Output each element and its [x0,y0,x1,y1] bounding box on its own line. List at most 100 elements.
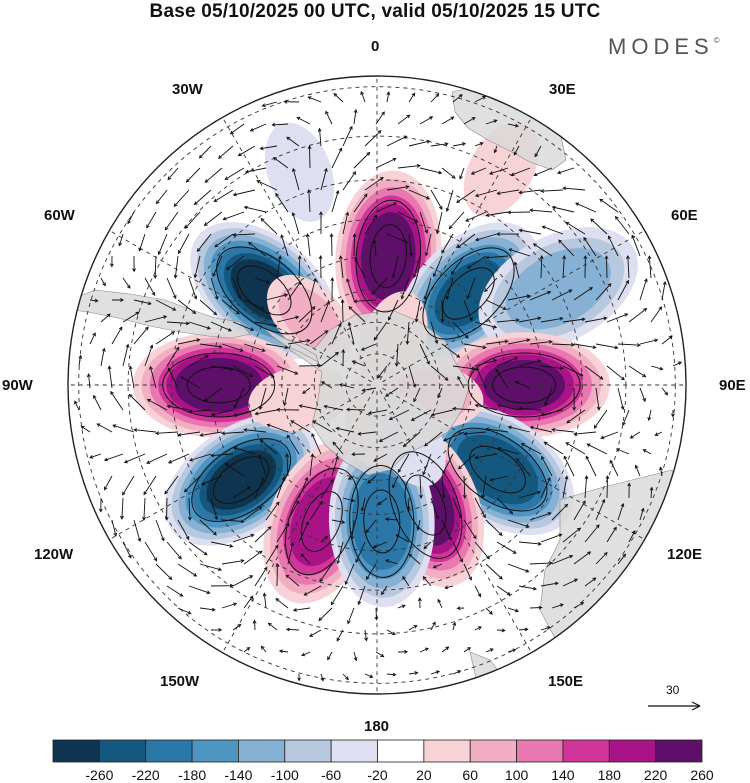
wind-arrow-head [540,412,545,417]
wind-arrow-head [466,295,470,300]
wind-arrow [437,387,443,398]
wind-arrow-head [588,287,593,291]
wind-arrow [496,541,517,554]
colorbar-tick-label: 100 [505,767,529,783]
colorbar-swatch [655,739,703,763]
wind-arrow-head [384,517,389,522]
wind-arrow [496,497,513,515]
wind-arrow [364,673,373,678]
wind-arrow [309,330,328,345]
wind-arrow [129,394,146,411]
wind-arrow [268,622,278,631]
wind-arrow [551,555,573,565]
wind-arrow [232,575,253,587]
lon-label-30w: 30W [172,81,203,98]
wind-arrow [188,355,209,367]
wind-arrow-head [565,442,570,446]
wind-arrow-head [583,255,588,260]
wind-arrow [298,306,316,323]
colorbar-swatch [98,739,147,763]
wind-arrow-head [498,575,503,580]
wind-arrow-head [419,494,423,499]
wind-arrow-head [258,550,263,555]
wind-arrow [486,211,509,216]
wind-arrow-head [309,633,314,637]
wind-arrow [104,453,124,461]
wind-arrow [590,218,608,235]
wind-arrow-head [403,135,408,140]
wind-arrow-head [464,334,469,339]
wind-arrow [430,670,440,675]
wind-arrow [233,387,245,408]
wind-arrow-head [444,377,449,381]
wind-arrow-head [408,553,413,558]
wind-arrow-head [331,601,335,606]
wind-arrow [474,359,497,367]
wind-arrow-head [537,359,542,364]
wind-arrow-head [627,482,632,487]
wind-arrow [331,190,339,213]
wind-arrow [260,439,278,455]
wind-arrow [496,585,511,596]
wind-arrow-head [203,222,208,226]
wind-arrow-head [424,442,429,447]
wind-arrow-head [323,167,328,172]
wind-arrow [413,255,421,278]
wind-arrow-head [372,239,377,244]
wind-arrow-head [335,426,340,431]
wind-arrow [441,646,449,653]
meridian-line [222,390,375,653]
wind-arrow-head [536,490,541,495]
wind-arrow-head [295,315,300,320]
wind-arrow-head [402,575,406,580]
contour-line [469,445,526,494]
wind-arrow [433,563,443,568]
wind-arrow [146,453,168,464]
wind-arrow-head [120,515,124,520]
contour-line [216,246,313,335]
wind-arrow-head [514,608,520,613]
wind-arrow [518,360,541,367]
wind-arrow-head [155,200,160,205]
wind-arrow [149,366,157,389]
wind-arrow-head [227,328,232,332]
wind-arrow-head [335,351,340,356]
wind-arrow [534,167,553,176]
wind-arrow [320,673,324,681]
wind-arrow [540,189,564,192]
wind-arrow [180,376,201,389]
wind-arrow [475,189,498,197]
wind-arrow-head [537,316,542,321]
colorbar-tick-label: 140 [551,767,575,783]
wind-arrow [541,409,564,416]
wind-arrow [474,142,483,147]
wind-arrow [184,211,201,229]
wind-arrow [332,441,344,455]
wind-arrow-head [210,453,215,458]
wind-arrow-head [297,281,302,286]
wind-arrow [188,541,208,556]
wind-arrow-head [78,354,83,359]
wind-arrow [496,357,518,367]
wind-arrow [516,458,531,477]
wind-arrow [133,299,151,305]
wind-arrow [474,626,482,631]
wind-arrow-head [318,617,323,622]
wind-arrow [144,345,153,367]
wind-arrow-head [488,610,493,615]
wind-arrow-head [341,520,346,524]
wind-arrow [507,339,530,345]
wind-arrow [118,233,124,246]
wind-arrow-head [513,261,518,266]
wind-arrow [298,477,308,499]
wind-arrow-head [290,420,295,424]
wind-arrow-head [634,464,639,469]
wind-arrow-head [213,198,218,203]
wind-arrow [286,453,289,477]
wind-arrow-head [392,672,397,677]
wind-arrow-head [317,127,322,132]
colorbar-tick-label: -220 [132,767,160,783]
wind-arrow [121,497,124,519]
wind-arrow [254,321,277,327]
wind-arrow-head [137,537,142,543]
